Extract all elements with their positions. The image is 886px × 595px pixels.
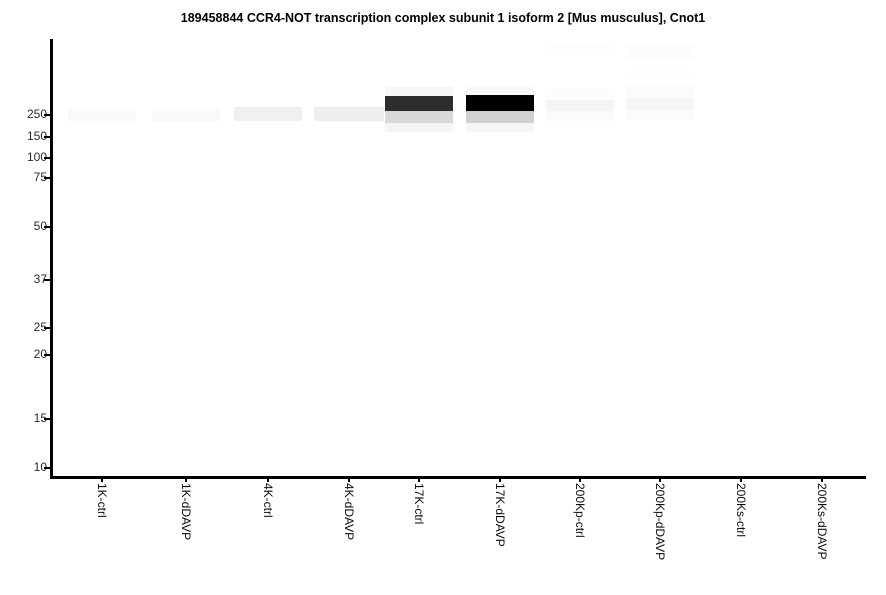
x-axis-tick: 1K-dDAVP — [178, 478, 194, 591]
gel-band — [385, 123, 453, 132]
x-axis-tick-label: 4K-dDAVP — [342, 483, 356, 541]
x-axis-tick-mark — [267, 478, 269, 482]
y-axis-tick-mark — [44, 467, 50, 469]
gel-band — [385, 86, 453, 96]
gel-band — [466, 86, 534, 96]
y-axis-tick-label: 250 — [26, 107, 47, 121]
gel-band — [546, 45, 614, 56]
gel-band — [68, 109, 136, 121]
y-axis-tick-mark — [44, 114, 50, 116]
gel-lane — [546, 39, 614, 476]
y-axis-tick-label: 20 — [33, 347, 47, 361]
y-axis-tick-mark — [44, 279, 50, 281]
gel-lane — [466, 39, 534, 476]
y-axis-tick-mark — [44, 327, 50, 329]
x-axis-tick-mark — [740, 478, 742, 482]
x-axis-tick: 4K-dDAVP — [341, 478, 357, 591]
x-axis-tick: 17K-ctrl — [411, 478, 427, 591]
gel-band — [546, 88, 614, 100]
y-axis-tick-label: 15 — [33, 411, 47, 425]
x-axis-tick-mark — [185, 478, 187, 482]
gel-band — [626, 86, 694, 98]
x-axis-tick-label: 1K-ctrl — [95, 483, 109, 518]
x-axis-tick-label: 200Ks-ctrl — [734, 483, 748, 538]
gel-band — [234, 107, 302, 121]
y-axis-tick-mark — [44, 226, 50, 228]
y-axis-tick-mark — [44, 157, 50, 159]
x-axis-tick-mark — [659, 478, 661, 482]
x-axis-tick-mark — [418, 478, 420, 482]
gel-band — [466, 111, 534, 123]
x-axis-tick: 200Ks-ctrl — [733, 478, 749, 591]
y-axis-tick: 75 — [0, 171, 47, 183]
y-axis-tick: 50 — [0, 220, 47, 232]
gel-band — [385, 111, 453, 123]
x-axis-tick: 200Ks-dDAVP — [814, 478, 830, 591]
gel-lane — [234, 39, 302, 476]
y-axis-tick-mark — [44, 136, 50, 138]
gel-band — [466, 95, 534, 111]
y-axis-line — [50, 39, 53, 478]
gel-band — [626, 98, 694, 110]
x-axis-tick-label: 200Kp-ctrl — [573, 483, 587, 538]
y-axis-tick: 25 — [0, 321, 47, 333]
x-axis-tick-mark — [499, 478, 501, 482]
x-axis-tick-mark — [821, 478, 823, 482]
x-axis-tick: 200Kp-dDAVP — [652, 478, 668, 591]
gel-band — [626, 45, 694, 59]
gel-band — [385, 96, 453, 111]
gel-lane — [152, 39, 220, 476]
gel-band — [466, 123, 534, 132]
x-axis-tick-mark — [101, 478, 103, 482]
gel-lane — [626, 39, 694, 476]
x-axis-tick-label: 4K-ctrl — [261, 483, 275, 518]
gel-lane — [314, 39, 384, 476]
y-axis-tick: 37 — [0, 273, 47, 285]
y-axis-tick: 250 — [0, 108, 47, 120]
y-axis-tick-label: 75 — [33, 170, 47, 184]
y-axis-tick-label: 37 — [33, 272, 47, 286]
y-axis-tick: 150 — [0, 130, 47, 142]
gel-lane — [385, 39, 453, 476]
x-axis-tick-mark — [348, 478, 350, 482]
page-title: 189458844 CCR4-NOT transcription complex… — [180, 11, 706, 25]
x-axis-tick-label: 17K-dDAVP — [493, 483, 507, 547]
y-axis-tick-label: 50 — [33, 219, 47, 233]
x-axis-tick-label: 17K-ctrl — [412, 483, 426, 525]
gel-band — [546, 111, 614, 121]
gel-band — [626, 110, 694, 120]
gel-lane — [788, 39, 856, 476]
y-axis-tick-mark — [44, 177, 50, 179]
y-axis-tick: 10 — [0, 461, 47, 473]
x-axis-tick: 200Kp-ctrl — [572, 478, 588, 591]
y-axis-tick-label: 25 — [33, 320, 47, 334]
gel-lane — [68, 39, 136, 476]
x-axis-tick-label: 1K-dDAVP — [179, 483, 193, 541]
gel-band — [152, 109, 220, 121]
y-axis-tick-label: 100 — [26, 150, 47, 164]
x-axis-tick-label: 200Ks-dDAVP — [815, 483, 829, 560]
y-axis-tick: 20 — [0, 348, 47, 360]
y-axis-tick: 15 — [0, 412, 47, 424]
y-axis-tick: 100 — [0, 151, 47, 163]
x-axis-tick-mark — [579, 478, 581, 482]
y-axis-tick-mark — [44, 354, 50, 356]
x-axis-tick: 17K-dDAVP — [492, 478, 508, 591]
gel-band — [314, 107, 384, 121]
gel-band — [626, 70, 694, 80]
gel-band — [546, 100, 614, 111]
x-axis-tick: 4K-ctrl — [260, 478, 276, 591]
x-axis-line — [50, 476, 866, 479]
gel-plot-area — [52, 39, 866, 476]
y-axis-tick-label: 10 — [33, 460, 47, 474]
y-axis-tick-mark — [44, 418, 50, 420]
x-axis-tick-label: 200Kp-dDAVP — [653, 483, 667, 561]
x-axis-tick: 1K-ctrl — [94, 478, 110, 591]
y-axis-tick-label: 150 — [26, 129, 47, 143]
gel-lane — [707, 39, 775, 476]
